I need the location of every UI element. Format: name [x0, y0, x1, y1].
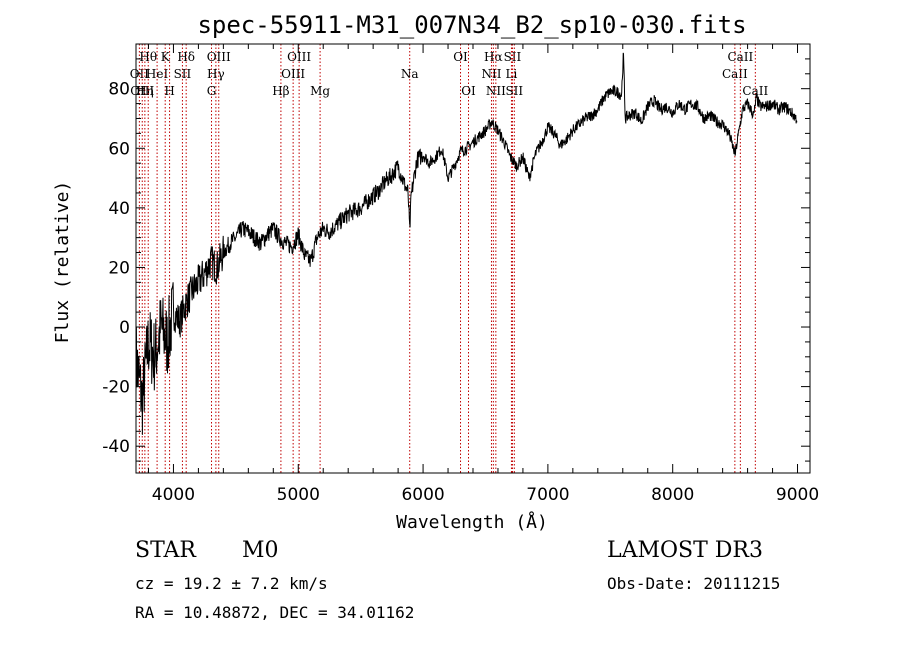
line-label: Na	[401, 67, 419, 81]
line-label: CaII	[742, 84, 768, 98]
y-tick-label: 20	[108, 258, 130, 278]
x-tick-label: 5000	[277, 485, 320, 505]
y-tick-label: 80	[108, 80, 130, 100]
line-label: CaII	[727, 50, 753, 64]
line-label: OIII	[281, 67, 305, 81]
line-label: OI	[461, 84, 476, 98]
line-label: Hδ	[177, 50, 195, 64]
y-tick-label: -20	[102, 378, 130, 398]
line-markers: OIIOIIIHηHθHeIKHSIIHδGHγOIIIHβOIIIOIIIMg…	[130, 44, 768, 473]
line-label: CaII	[722, 67, 748, 81]
x-tick-label: 6000	[401, 485, 444, 505]
line-label: H	[164, 84, 174, 98]
object-subclass: M0	[242, 538, 279, 563]
line-label: OIII	[287, 50, 311, 64]
line-label: Hη	[136, 84, 154, 98]
line-label: NII	[486, 84, 506, 98]
chart-title: spec-55911-M31_007N34_B2_sp10-030.fits	[197, 11, 746, 39]
line-label: SII	[174, 67, 192, 81]
line-label: Hα	[484, 50, 503, 64]
x-tick-label: 7000	[526, 485, 569, 505]
axis-ticks: 4000 5000 6000 7000 8000 9000 -40 -20 0 20 40 60 80	[102, 44, 819, 505]
line-label: Hγ	[207, 67, 225, 81]
line-label: Hθ	[139, 50, 157, 64]
y-tick-label: 0	[119, 318, 130, 338]
y-tick-label: -40	[102, 437, 130, 457]
line-label: Hβ	[272, 84, 289, 98]
spectrum-line	[135, 52, 798, 435]
line-label: SII	[504, 50, 522, 64]
line-label: G	[207, 84, 217, 98]
survey-label: LAMOST DR3	[607, 538, 763, 563]
line-label: OIII	[207, 50, 231, 64]
data-layer	[135, 52, 798, 435]
object-class: STAR	[135, 538, 196, 563]
line-label: Mg	[310, 84, 330, 98]
line-label: SII	[505, 84, 523, 98]
x-tick-label: 4000	[152, 485, 195, 505]
coordinates: RA = 10.48872, DEC = 34.01162	[135, 603, 415, 622]
plot-frame	[135, 43, 811, 474]
redshift-cz: cz = 19.2 ± 7.2 km/s	[135, 574, 328, 593]
line-label: Li	[506, 67, 518, 81]
x-tick-label: 8000	[651, 485, 694, 505]
y-tick-label: 60	[108, 139, 130, 159]
line-label: HeI	[146, 67, 169, 81]
x-tick-label: 9000	[776, 485, 819, 505]
x-axis-label: Wavelength (Å)	[396, 511, 548, 533]
observation-date: Obs-Date: 20111215	[607, 574, 781, 593]
y-tick-label: 40	[108, 199, 130, 219]
line-label: NII	[481, 67, 501, 81]
line-label: OI	[453, 50, 468, 64]
y-axis-label: Flux (relative)	[52, 181, 73, 344]
line-label: K	[161, 50, 171, 64]
